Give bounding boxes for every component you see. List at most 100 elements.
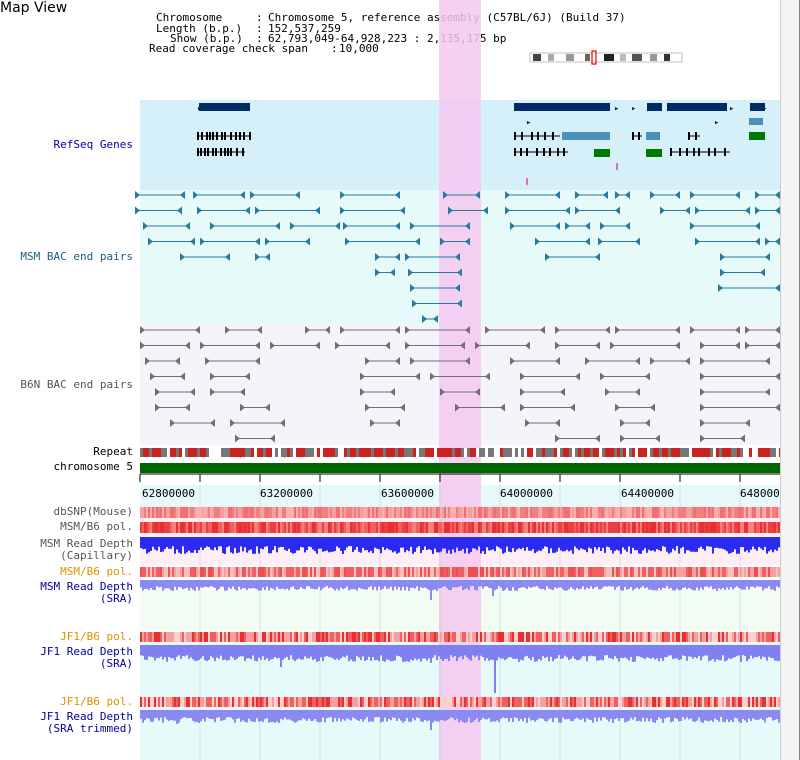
pol-band <box>204 507 206 518</box>
pol-band <box>256 697 258 707</box>
depth-bar <box>654 580 656 591</box>
pol-band <box>634 507 636 518</box>
depth-bar <box>472 580 474 587</box>
pol-band <box>158 522 160 533</box>
pol-band <box>520 632 522 642</box>
pol-band <box>754 507 756 518</box>
pol-band <box>292 567 294 577</box>
depth-bar <box>216 710 218 718</box>
b6n-pair-end <box>360 388 365 396</box>
depth-bar <box>258 580 260 591</box>
pol-band <box>232 632 234 642</box>
pol-band <box>560 522 562 533</box>
depth-bar <box>158 645 160 658</box>
depth-bar <box>580 710 582 720</box>
depth-bar <box>624 645 626 658</box>
depth-bar <box>676 710 678 719</box>
pol-band <box>710 522 712 533</box>
pol-band <box>432 697 434 707</box>
pol-band <box>574 632 576 642</box>
depth-bar <box>306 537 308 551</box>
repeat-element <box>521 448 524 457</box>
pol-band <box>612 522 614 533</box>
pol-band <box>222 567 224 577</box>
depth-bar <box>722 537 724 549</box>
pol-band <box>472 567 474 577</box>
pol-band <box>376 567 378 577</box>
pol-band <box>434 522 436 533</box>
exon <box>563 148 565 156</box>
depth-bar <box>330 537 332 552</box>
depth-bar <box>410 645 412 660</box>
depth-bar <box>204 537 206 548</box>
pol-band <box>546 507 548 518</box>
depth-bar <box>524 537 526 551</box>
pol-band <box>226 522 228 533</box>
pol-band <box>260 522 262 533</box>
depth-bar <box>580 645 582 659</box>
pol-band <box>542 632 544 642</box>
depth-bar <box>154 537 156 550</box>
pol-band <box>702 507 704 518</box>
depth-bar <box>626 710 628 722</box>
depth-bar <box>468 710 470 718</box>
pol-band <box>570 522 572 533</box>
pol-band <box>758 567 760 577</box>
repeat-element <box>701 448 704 457</box>
depth-bar <box>674 645 676 659</box>
depth-bar <box>196 580 198 587</box>
depth-bar <box>536 580 538 587</box>
pol-band <box>658 522 660 533</box>
depth-bar <box>672 580 674 591</box>
vertical-scrollbar[interactable] <box>780 0 799 760</box>
b6n-pair-end <box>170 419 175 427</box>
pol-band <box>750 697 752 707</box>
depth-bar <box>572 710 574 722</box>
pol-band <box>236 522 238 533</box>
depth-bar <box>668 645 670 656</box>
pol-band <box>396 697 398 707</box>
depth-bar <box>234 537 236 549</box>
pol-band <box>474 507 476 518</box>
pol-band <box>306 632 308 642</box>
depth-bar <box>570 645 572 659</box>
pol-band <box>256 522 258 533</box>
pol-band <box>778 567 780 577</box>
pol-band <box>516 567 518 577</box>
pol-band <box>400 507 402 518</box>
pol-band <box>550 567 552 577</box>
pol-band <box>272 632 274 642</box>
depth-bar <box>368 710 370 722</box>
pol-band <box>396 522 398 533</box>
pol-band <box>382 697 384 707</box>
depth-bar <box>142 537 144 550</box>
msm-pair-end <box>345 237 350 246</box>
pol-band <box>196 697 198 707</box>
pol-band <box>502 632 504 642</box>
pol-band <box>590 697 592 707</box>
b6n-pair-end <box>650 357 655 365</box>
repeat-element <box>383 448 386 457</box>
pol-band <box>322 507 324 518</box>
gene-block <box>646 132 660 140</box>
gene-block <box>594 149 610 157</box>
depth-bar <box>484 710 486 720</box>
pol-band <box>486 507 488 518</box>
pol-band <box>632 507 634 518</box>
pol-band <box>288 697 290 707</box>
pol-band <box>454 522 456 533</box>
depth-bar <box>262 580 264 588</box>
pol-band <box>658 507 660 518</box>
depth-bar <box>262 710 264 722</box>
pol-band <box>204 567 206 577</box>
pol-band <box>672 507 674 518</box>
pol-band <box>262 697 264 707</box>
pol-band <box>416 697 418 707</box>
depth-bar <box>188 537 190 551</box>
depth-bar <box>306 580 308 587</box>
depth-bar <box>192 537 194 553</box>
depth-bar <box>184 580 186 589</box>
depth-bar <box>460 580 462 587</box>
depth-bar <box>550 645 552 657</box>
